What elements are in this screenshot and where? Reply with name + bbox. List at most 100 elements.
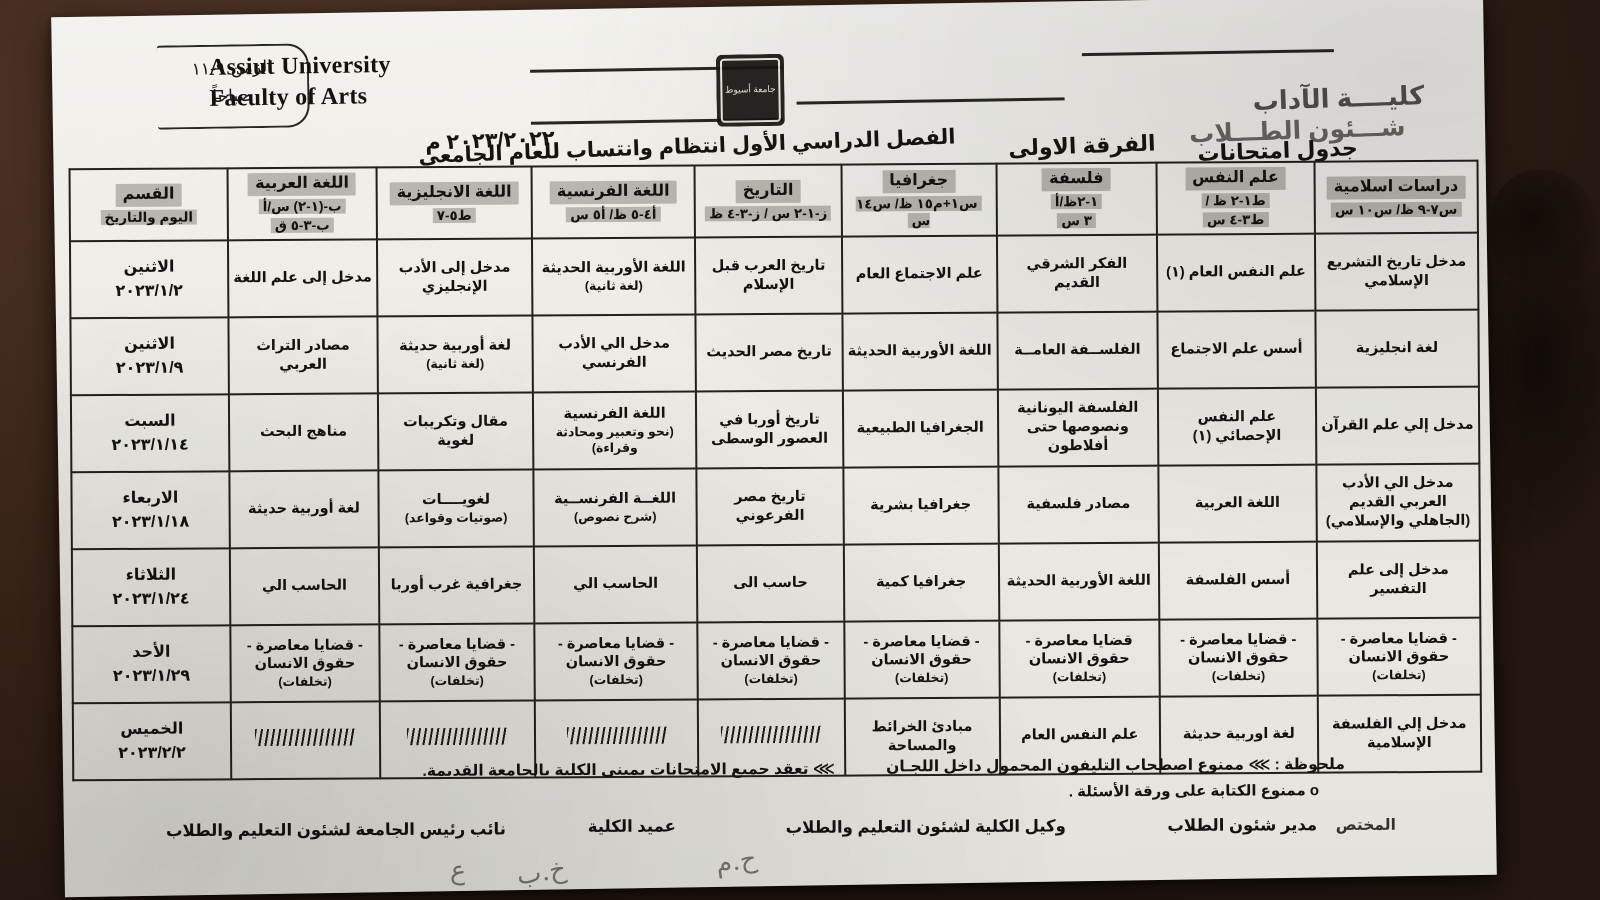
cell-fr-4: الحاسب الي: [533, 545, 698, 624]
handwritten-signature-2: خ.ب: [515, 854, 569, 892]
cell-isl-2: مدخل إلي علم القرآن: [1315, 386, 1480, 465]
col-header-sub2-psy: ط٣-٤ س: [1162, 211, 1310, 229]
university-line-1: Assiut University: [208, 51, 391, 81]
col-header-fr: اللغة الفرنسية أ٤-٥ ظ/ أ٥ س: [531, 165, 696, 239]
col-header-title-geo: جغرافيا: [882, 169, 956, 194]
col-header-psy: علم النفس ط١-٢ ظ / ط٣-٤ س: [1156, 161, 1315, 235]
subject-name: لغة أوربية حديثة: [399, 337, 512, 355]
subject-name: مناهج البحث: [259, 423, 348, 441]
subject-name: لغة أوربية حديثة: [247, 500, 361, 518]
note-line-2: o ممنوع الكتابة على ورقة الأسئلة .: [1069, 781, 1319, 800]
subject-name: مبادئ الخرائط والمساحة: [871, 718, 973, 754]
col-header-title-day: القسم: [115, 183, 182, 207]
subject-name: - قضايا معاصرة - حقوق الانسان: [863, 633, 980, 669]
cell-fr-3: اللغــة الفرنســية (شرح نصوص): [533, 468, 698, 547]
cell-ar-6: [230, 701, 381, 780]
cell-ar-3: لغة أوربية حديثة: [229, 470, 379, 549]
signature-vice-dean: وكيل الكلية لشئون التعليم والطلاب: [785, 817, 1066, 837]
subject-name: الفلسفة اليونانية ونصوصها حتى أفلاطون: [1017, 399, 1139, 455]
subject-note: (تخلفات): [430, 673, 484, 689]
cell-phil-3: مصادر فلسفية: [997, 465, 1159, 544]
university-crest-icon: جامعة أسيوط: [715, 53, 785, 127]
subject-note: (تخلفات): [278, 674, 332, 690]
subject-name: لغويــــات: [421, 491, 491, 509]
table-row: لغة انجليزية أسس علم الاجتماع الفلســفة ال…: [70, 309, 1479, 396]
hatched-empty-icon: [255, 728, 356, 747]
col-header-sub-phil: ١-٢ظ/أ: [1001, 193, 1152, 211]
hatched-empty-icon: [721, 725, 822, 744]
cell-isl-5: - قضايا معاصرة - حقوق الانسان (تخلفات): [1316, 617, 1481, 696]
cell-hist-3: تاريخ مصر الفرعوني: [696, 467, 844, 546]
group-label: الفرقة الاولى: [1007, 130, 1156, 161]
cell-day-4: الثلاثاء ٢٠٢٣/١/٢٤: [71, 548, 231, 627]
subject-name: أسس علم الاجتماع: [1170, 340, 1303, 358]
subject-name: حاسب الى: [733, 574, 808, 592]
cell-phil-0: الفكر الشرقي القديم: [996, 234, 1158, 313]
handwritten-signature-3: ع: [449, 855, 468, 887]
col-header-ar: اللغة العربية ب-(١-٢) س/أ ب-٣-٥ ق: [227, 167, 377, 241]
subject-name: تاريخ أوربا في العصور الوسطى: [711, 411, 829, 447]
hatched-empty-icon: [566, 726, 667, 745]
subject-note: (لغة ثانية): [584, 278, 643, 293]
subject-name: - قضايا معاصرة - حقوق الانسان: [557, 635, 675, 671]
subject-name: - قضايا معاصرة - حقوق الانسان: [1340, 630, 1457, 666]
col-header-day: القسم اليوم والتاريخ: [69, 168, 228, 242]
subject-note: (تخلفات): [1052, 670, 1107, 685]
subject-name: - قضايا معاصرة - حقوق الانسان: [398, 636, 515, 672]
note-text-3: تعقد جميع الامتحانات بمبنى الكلية بالجام…: [422, 760, 809, 780]
handwritten-signature-1: ح.م: [713, 843, 759, 880]
subject-name: الحاسب الي: [573, 575, 659, 593]
subject-name: مدخل إلي الفلسفة الإسلامية: [1331, 715, 1467, 751]
subject-name: مدخل إلى علم التفسير: [1347, 561, 1449, 597]
signature-student-affairs: المختص مدير شئون الطلاب: [1167, 815, 1396, 836]
row-date: ٢٠٢٣/٢/٢: [118, 744, 186, 762]
row-day-name: الخميس: [120, 720, 184, 738]
note-line-1: ملحوظة : ⋙ ممنوع اصطحاب التليفون المحمول…: [886, 755, 1345, 776]
cell-geo-5: - قضايا معاصرة - حقوق الانسان (تخلفات): [843, 620, 1000, 699]
university-line-2: Faculty of Arts: [209, 83, 368, 112]
row-day-name: السبت: [124, 412, 176, 430]
subject-note: (لغة ثانية): [426, 356, 485, 371]
subject-note: (صوتيات وقواعد): [404, 510, 508, 526]
row-day-name: الاربعاء: [122, 489, 179, 507]
table-row: - قضايا معاصرة - حقوق الانسان (تخلفات) - ق…: [72, 617, 1481, 704]
cell-phil-5: قضايا معاصرة - حقوق الانسان (تخلفات): [998, 619, 1160, 698]
cell-isl-1: لغة انجليزية: [1315, 309, 1479, 388]
col-header-sub-hist: ز-١-٢ س / ز-٣-٤ ظ: [700, 204, 837, 222]
row-day-name: الاثنين: [123, 258, 175, 276]
cell-psy-1: أسس علم الاجتماع: [1157, 310, 1316, 389]
cell-phil-2: الفلسفة اليونانية ونصوصها حتى أفلاطون: [997, 388, 1159, 467]
subject-name: اللغــة الفرنســية: [554, 490, 677, 508]
col-header-sub2-ar: ب-٣-٥ ق: [233, 217, 372, 235]
cell-psy-5: - قضايا معاصرة - حقوق الانسان (تخلفات): [1159, 618, 1318, 697]
col-header-isl: دراسات اسلامية س٧-٩ ظ/ س١٠ س: [1314, 160, 1478, 234]
table-row: مدخل إلي علم القرآن علم النفس الإحصائي (١…: [70, 386, 1480, 473]
university-name: Assiut University Faculty of Arts: [209, 49, 460, 114]
cell-phil-4: اللغة الأوربية الحديثة: [998, 542, 1160, 621]
exam-table-wrapper: دراسات اسلامية س٧-٩ ظ/ س١٠ س علم النفس ط١-٢…: [69, 160, 1483, 782]
cell-geo-3: جغرافيا بشرية: [842, 466, 999, 545]
subject-name: تاريخ العرب قبل الإسلام: [711, 257, 826, 293]
note-text-1: ممنوع اصطحاب التليفون المحمول داخل اللجـ…: [886, 756, 1245, 776]
header-rule-3: [796, 97, 1065, 105]
subject-name: علم النفس الإحصائي (١): [1192, 408, 1282, 444]
cell-day-2: السبت ٢٠٢٣/١/١٤: [70, 394, 230, 473]
cell-day-3: الاربعاء ٢٠٢٣/١/١٨: [71, 471, 230, 550]
cell-fr-2: اللغة الفرنسية (نحو وتعبير ومحادثة وقراءة…: [532, 391, 697, 470]
cell-hist-1: تاريخ مصر الحديث: [695, 313, 843, 392]
subject-name: مدخل الي الأدب الفرنسي: [558, 335, 671, 371]
cell-isl-3: مدخل الي الأدب العربي القديم (الجاهلي وا…: [1316, 463, 1480, 542]
cell-en-0: مدخل إلى الأدب الإنجليزي: [376, 238, 533, 317]
subject-note: (تخلفات): [589, 673, 643, 688]
cell-en-2: مقال وتكريبات لغوية: [377, 392, 534, 471]
row-date: ٢٠٢٣/١/٩: [115, 359, 184, 377]
document-header: الزمن ٩-١١ صباحاً Assiut University Facu…: [51, 0, 1485, 168]
cell-day-6: الخميس ٢٠٢٣/٢/٢: [72, 702, 232, 781]
subject-name: مدخل الي الأدب العربي القديم (الجاهلي وا…: [1325, 475, 1471, 530]
cell-day-0: الاثنين ٢٠٢٣/١/٢: [69, 240, 229, 319]
cell-isl-4: مدخل إلى علم التفسير: [1316, 540, 1481, 619]
cell-ar-4: الحاسب الي: [229, 547, 380, 626]
note-bullet-3-icon: ⋙: [812, 760, 836, 778]
cell-ar-1: مصادر التراث العربي: [228, 316, 378, 395]
signature-row: المختص مدير شئون الطلاب وكيل الكلية لشئو…: [64, 814, 1496, 840]
